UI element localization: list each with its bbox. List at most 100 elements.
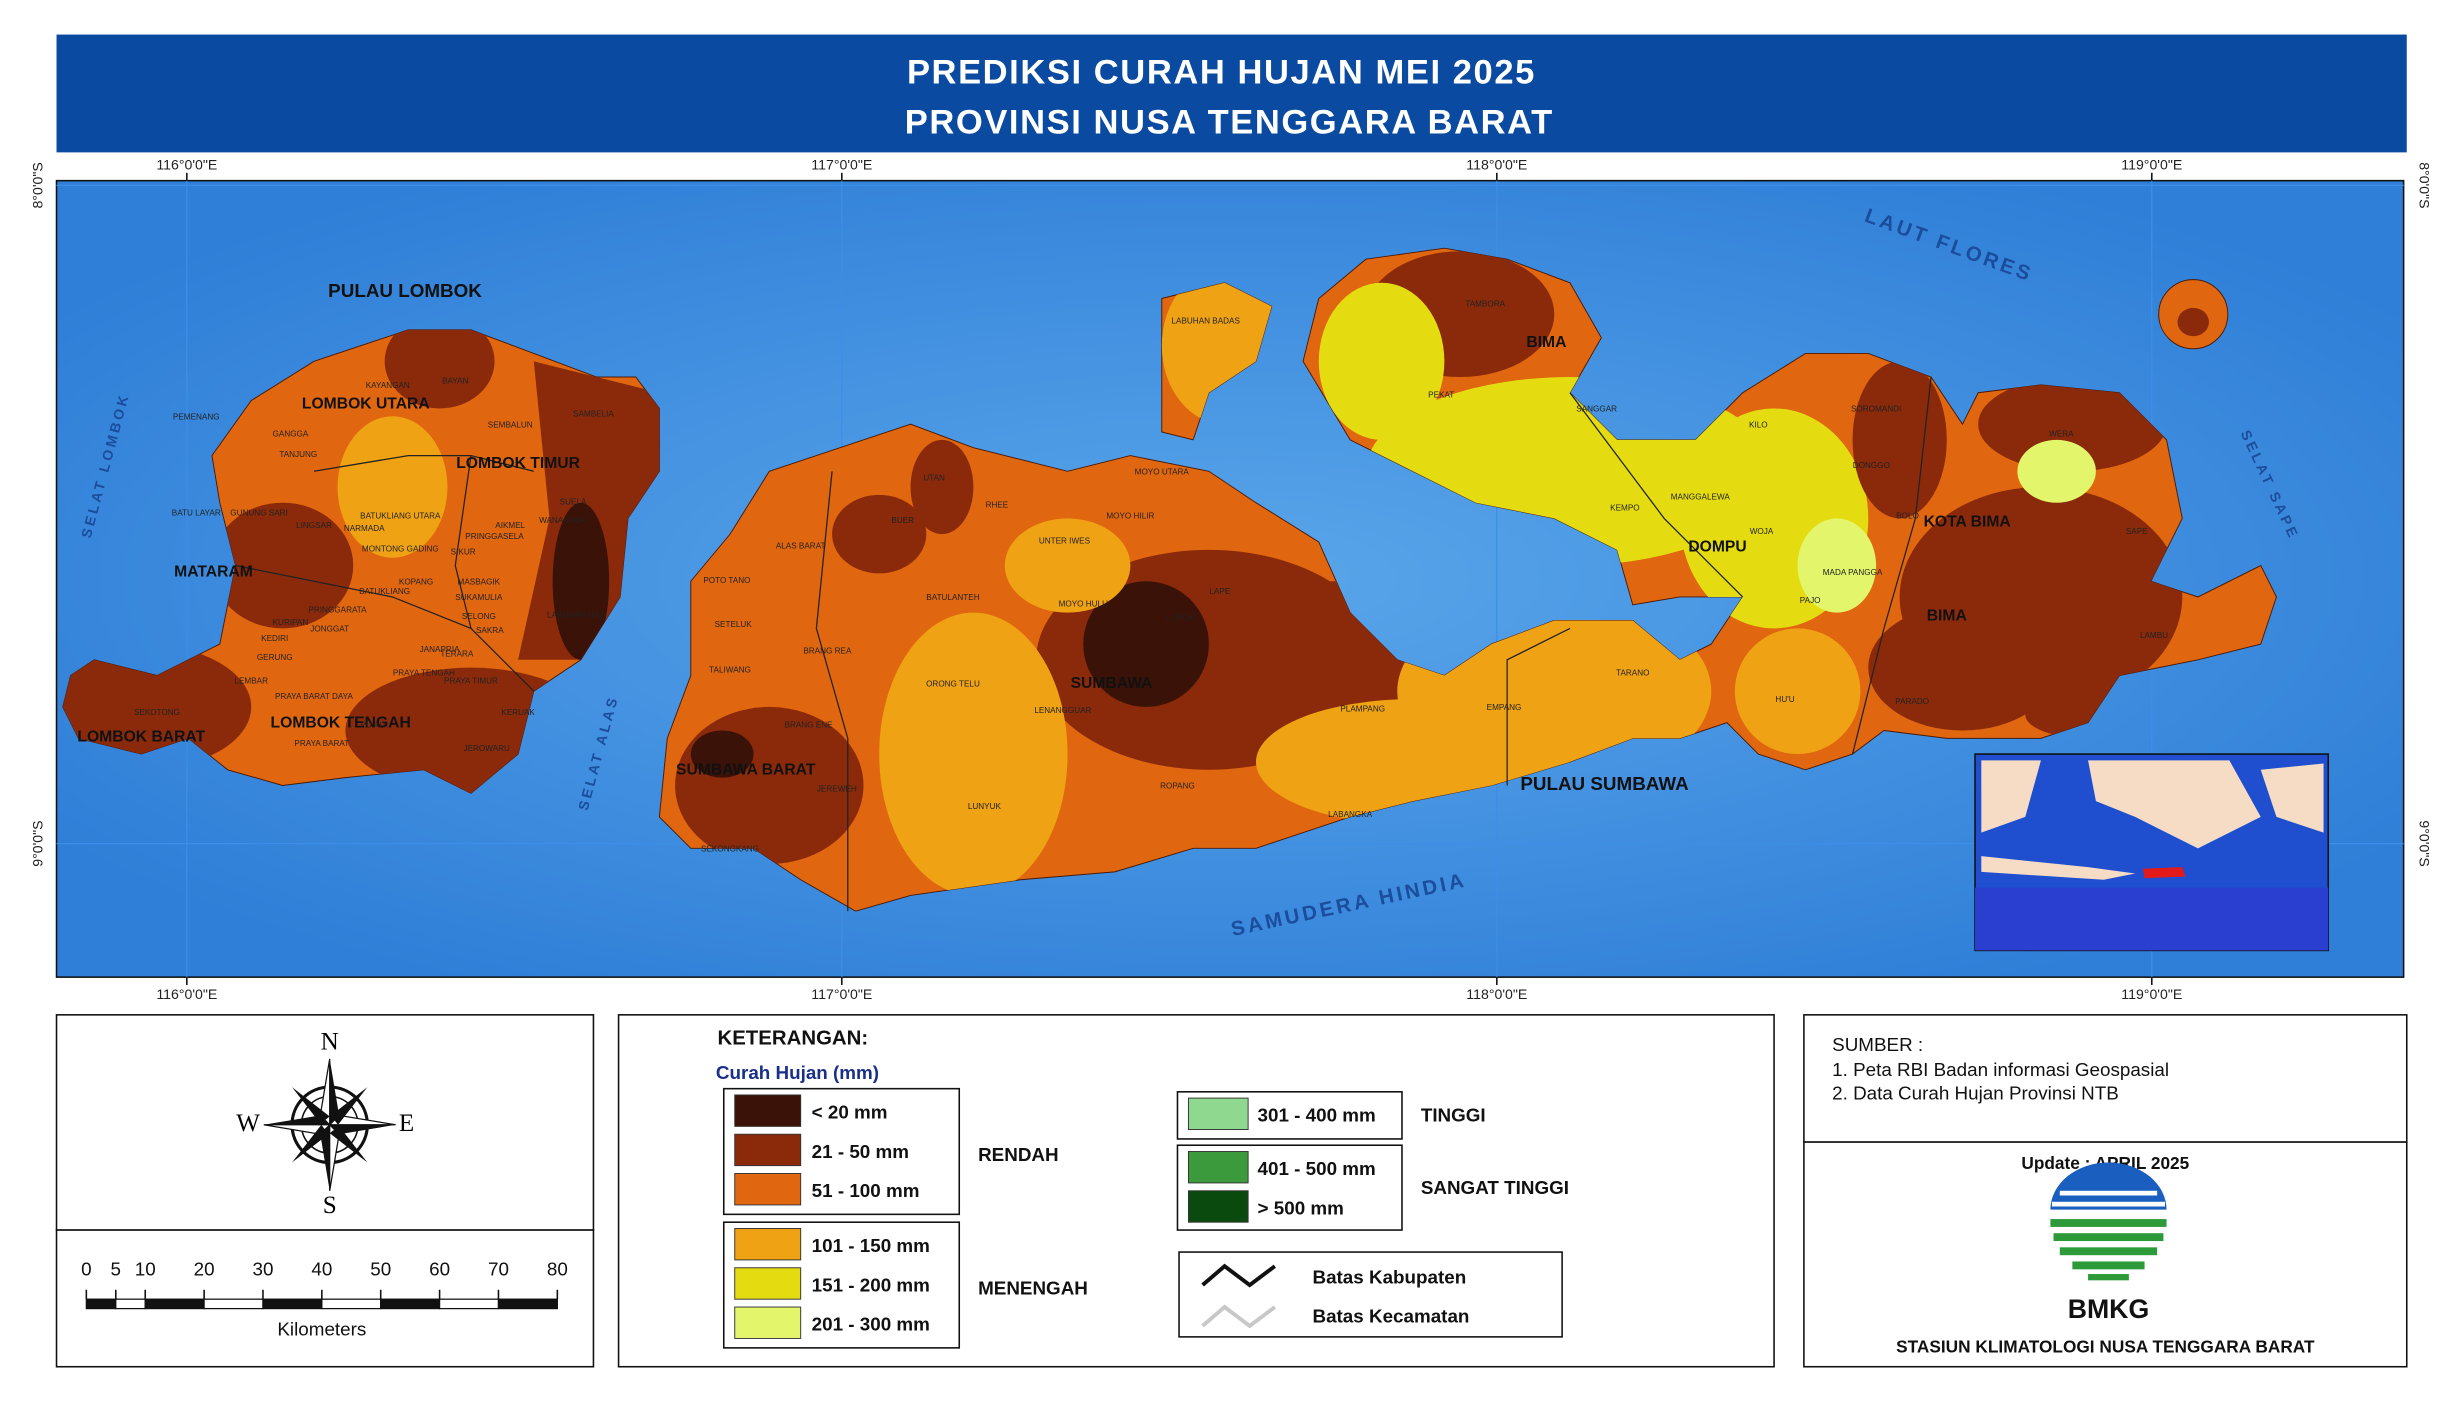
legend-label: > 500 mm (1258, 1197, 1344, 1218)
region-label: SUMBAWA BARAT (676, 761, 816, 778)
line-symbol (1201, 1263, 1276, 1288)
district-label: SEKONGKANG (701, 844, 759, 853)
scale-label: 5 (111, 1259, 121, 1280)
legend-label: 201 - 300 mm (812, 1314, 930, 1335)
legend-classes: < 20 mm 21 - 50 mm 51 - 100 mm 101 - 150 mm… (734, 1094, 1376, 1339)
scale-label: 50 (370, 1259, 391, 1280)
legend-subtitle: Curah Hujan (mm) (716, 1062, 879, 1083)
district-label: PRAYA TIMUR (444, 676, 498, 685)
station-name: STASIUN KLIMATOLOGI NUSA TENGGARA BARAT (1896, 1337, 2315, 1357)
scale-label: 30 (252, 1259, 273, 1280)
legend-label: 151 - 200 mm (812, 1274, 930, 1295)
district-label: UTAN (923, 474, 945, 483)
rain-zone (1004, 518, 1131, 613)
scale-box (55, 1229, 595, 1368)
district-label: EMPANG (1487, 703, 1522, 712)
lon-label: 118°0'0"E (1466, 986, 1527, 1002)
rain-zone (690, 730, 754, 778)
title-line: PREDIKSI CURAH HUJAN MEI 2025 (907, 53, 1536, 91)
district-label: RHEE (986, 500, 1009, 509)
district-label: ALAS BARAT (776, 541, 826, 550)
scale-segment (115, 1298, 146, 1310)
compass-rose (263, 1058, 396, 1191)
rain-zone (910, 439, 974, 535)
district-label: KOPANG (399, 577, 433, 586)
district-label: LABANGKA (1328, 810, 1373, 819)
district-label: BAYAN (442, 376, 469, 385)
scale-segment (262, 1298, 323, 1310)
legend-swatch (1187, 1097, 1249, 1130)
scale-label: 20 (194, 1259, 215, 1280)
region-label: LOMBOK UTARA (302, 395, 430, 412)
legend-group-box (1176, 1091, 1403, 1140)
district-label: SANGGAR (1576, 405, 1617, 414)
scale-segment (321, 1298, 382, 1310)
legend-label: 401 - 500 mm (1258, 1158, 1376, 1179)
legend-swatch (1187, 1190, 1249, 1223)
district-label: WERA (2049, 430, 2074, 439)
lon-label: 118°0'0"E (1466, 157, 1527, 173)
district-label: PEKAT (1428, 390, 1454, 399)
district-label: PUJUT (361, 720, 387, 729)
region-labels: PULAU LOMBOK LOMBOK UTARA LOMBOK TIMUR M… (77, 280, 2010, 794)
district-label: SOROMANDI (1851, 405, 1901, 414)
legend-group-box (722, 1087, 961, 1216)
scale-unit: Kilometers (277, 1318, 366, 1339)
district-label: HU'U (1775, 695, 1794, 704)
region-label: KOTA BIMA (1924, 513, 2011, 530)
legend-label: 301 - 400 mm (1258, 1105, 1376, 1126)
district-label: KILO (1749, 420, 1768, 429)
legend-label: 21 - 50 mm (812, 1141, 909, 1162)
district-label: SAKRA (476, 626, 504, 635)
district-label: SUELA (560, 497, 587, 506)
region-label: PULAU LOMBOK (328, 280, 482, 301)
district-label: PARADO (1895, 697, 1929, 706)
scale-segment (438, 1298, 500, 1310)
lon-label: 119°0'0"E (2121, 157, 2182, 173)
scale-label: 70 (488, 1259, 509, 1280)
district-label: NARMADA (344, 524, 385, 533)
legend-swatch (734, 1306, 802, 1339)
legend-swatch (734, 1094, 802, 1127)
region-label: MATARAM (174, 564, 253, 581)
district-label: TARANO (1616, 669, 1649, 678)
district-label: LENANGGUAR (1034, 706, 1091, 715)
district-boundaries (235, 376, 1932, 912)
legend-label: < 20 mm (812, 1102, 888, 1123)
legend-group: SANGAT TINGGI (1421, 1177, 1569, 1198)
region-label: LOMBOK TIMUR (456, 455, 580, 472)
scale-bar: 0 5 10 20 30 40 50 60 70 80 (81, 1259, 568, 1310)
compass-n: N (321, 1028, 339, 1055)
legend-group: MENENGAH (978, 1277, 1088, 1298)
district-label: JANAPRIA (420, 645, 460, 654)
scale-label: 10 (135, 1259, 156, 1280)
district-label: JONGGAT (310, 625, 349, 634)
district-labels: PEKAT SANGGAR KILO KEMPO MANGGALEWA WOJA PAJO H… (134, 299, 2168, 853)
district-label: BOLO (1896, 511, 1919, 520)
district-label: GUNUNG SARI (230, 508, 288, 517)
rain-zone (1318, 282, 1445, 440)
district-label: GERUNG (257, 653, 293, 662)
district-label: BUER (891, 516, 914, 525)
legend-group-box (722, 1221, 961, 1349)
district-label: AIKMEL (495, 521, 525, 530)
district-label: SEKOTONG (134, 708, 180, 717)
district-label: SIKUR (451, 548, 476, 557)
region-label: BIMA (1526, 334, 1566, 351)
district-label: MOYO UTARA (1135, 467, 1190, 476)
region-label: PULAU SUMBAWA (1520, 773, 1689, 794)
line-symbol (1201, 1304, 1276, 1329)
legend-swatch (734, 1228, 802, 1261)
lon-label: 117°0'0"E (811, 986, 872, 1002)
rain-zone (1868, 604, 2057, 731)
district-label: ORONG TELU (926, 680, 980, 689)
district-label: PAJO (1800, 596, 1821, 605)
district-label: PRINGGARATA (308, 606, 367, 615)
legend-group: RENDAH (978, 1144, 1059, 1165)
compass-e: E (399, 1110, 414, 1137)
district-label: TAMBORA (1465, 299, 1505, 308)
district-label: BRANG REA (803, 647, 852, 656)
lat-label: 8°0'0"S (29, 162, 45, 208)
district-label: SETELUK (715, 620, 753, 629)
legend-group-box (1176, 1144, 1403, 1231)
